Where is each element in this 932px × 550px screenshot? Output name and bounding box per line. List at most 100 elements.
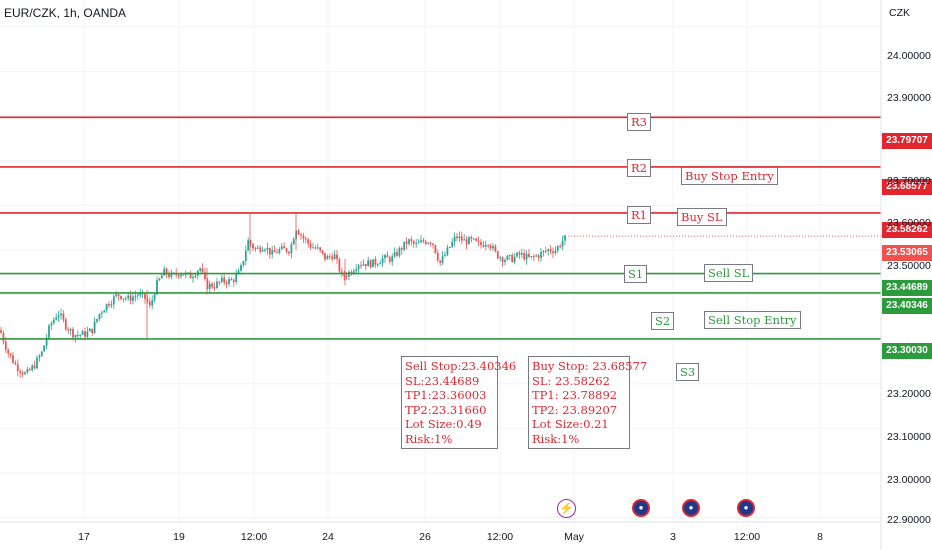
candle-body bbox=[381, 258, 384, 264]
candle-body bbox=[542, 250, 545, 253]
candle-body bbox=[156, 279, 158, 295]
candle-body bbox=[451, 241, 454, 247]
candle-body bbox=[316, 247, 319, 249]
candle-body bbox=[444, 254, 446, 257]
candle-body bbox=[362, 264, 365, 266]
candle-body bbox=[405, 241, 408, 244]
sell-info-line: TP1:23.36003 bbox=[405, 388, 487, 402]
candle-body bbox=[489, 245, 492, 249]
candle-body bbox=[343, 272, 346, 277]
candle-body bbox=[76, 334, 79, 336]
candle-body bbox=[21, 372, 24, 375]
candle-body bbox=[168, 274, 170, 278]
sell-info-line: Risk:1% bbox=[405, 431, 453, 446]
flag-icon[interactable]: ● bbox=[682, 499, 700, 517]
x-tick-label: 12:00 bbox=[486, 531, 514, 543]
candle-body bbox=[228, 279, 230, 285]
y-tick-label: 22.90000 bbox=[887, 514, 931, 526]
candle-body bbox=[487, 245, 490, 247]
candle-body bbox=[355, 269, 358, 272]
candle-body bbox=[194, 275, 197, 277]
candle-body bbox=[400, 248, 403, 250]
buy-sl-label: Buy SL bbox=[677, 208, 727, 226]
candle-body bbox=[304, 238, 307, 240]
candle-body bbox=[19, 371, 22, 373]
candle-body bbox=[280, 246, 283, 250]
sell-sl-label: Sell SL bbox=[704, 264, 754, 282]
candle-body bbox=[110, 304, 113, 306]
candle-body bbox=[28, 369, 31, 371]
candle-body bbox=[72, 328, 74, 338]
candle-body bbox=[453, 236, 456, 242]
candle-body bbox=[300, 234, 302, 236]
candle-body bbox=[64, 319, 67, 330]
candle-body bbox=[211, 283, 214, 288]
s1-price-tag: 23.44689 bbox=[882, 280, 932, 296]
candle-body bbox=[552, 251, 554, 254]
candle-body bbox=[302, 235, 305, 239]
bolt-icon[interactable]: ⚡ bbox=[557, 499, 576, 518]
candle-body bbox=[535, 255, 538, 257]
candle-body bbox=[556, 246, 559, 251]
candle-body bbox=[475, 238, 478, 241]
r3-label: R3 bbox=[627, 113, 651, 131]
candle-body bbox=[216, 281, 218, 288]
s3-label: S3 bbox=[676, 363, 700, 381]
sell-stop-entry-label: Sell Stop Entry bbox=[704, 311, 801, 329]
candle-body bbox=[230, 279, 233, 281]
candle-body bbox=[496, 251, 499, 259]
candle-body bbox=[549, 249, 552, 252]
candle-body bbox=[528, 253, 530, 257]
candle-body bbox=[139, 293, 142, 296]
candle-body bbox=[393, 252, 396, 257]
candle-body bbox=[165, 268, 168, 275]
candle-body bbox=[36, 357, 38, 369]
candle-body bbox=[112, 296, 115, 305]
candle-body bbox=[237, 270, 240, 275]
candle-body bbox=[547, 249, 550, 252]
flag-icon[interactable]: ● bbox=[632, 499, 650, 517]
candle-body bbox=[518, 252, 521, 255]
candle-body bbox=[501, 257, 504, 262]
candle-body bbox=[244, 250, 247, 261]
y-tick-label: 23.00000 bbox=[887, 474, 931, 486]
x-tick-label: 3 bbox=[670, 531, 676, 543]
candle-body bbox=[264, 249, 266, 251]
candle-body bbox=[477, 240, 480, 242]
candle-body bbox=[530, 256, 533, 258]
candle-body bbox=[297, 230, 300, 235]
candle-body bbox=[199, 268, 202, 271]
candle-body bbox=[504, 259, 506, 262]
candle-body bbox=[328, 256, 331, 258]
candle-body bbox=[285, 248, 288, 252]
candle-body bbox=[420, 240, 422, 243]
buy-info-line: Lot Size:0.21 bbox=[532, 417, 609, 431]
x-tick-label: 17 bbox=[78, 531, 90, 543]
candle-body bbox=[84, 331, 86, 337]
candle-body bbox=[321, 250, 324, 253]
candle-body bbox=[331, 256, 334, 260]
candle-body bbox=[463, 239, 466, 241]
candle-body bbox=[439, 260, 442, 263]
candle-body bbox=[379, 263, 382, 265]
candle-body bbox=[232, 280, 235, 282]
s2-label: S2 bbox=[651, 312, 675, 330]
candle-body bbox=[391, 256, 394, 262]
candle-body bbox=[309, 243, 312, 248]
candle-body bbox=[340, 271, 343, 273]
y-tick-label: 23.90000 bbox=[887, 92, 931, 104]
candle-body bbox=[357, 265, 360, 270]
y-tick-label: 23.20000 bbox=[887, 388, 931, 400]
flag-icon[interactable]: ● bbox=[737, 499, 755, 517]
candle-body bbox=[120, 295, 122, 300]
candle-body bbox=[45, 337, 48, 346]
candle-body bbox=[523, 252, 526, 260]
candle-body bbox=[511, 254, 514, 263]
candle-body bbox=[364, 264, 367, 267]
candle-body bbox=[247, 240, 250, 251]
candle-body bbox=[410, 239, 413, 242]
candle-body bbox=[26, 369, 29, 373]
sell-info-line: Sell Stop:23.40346 bbox=[405, 359, 517, 373]
candle-body bbox=[254, 248, 257, 250]
